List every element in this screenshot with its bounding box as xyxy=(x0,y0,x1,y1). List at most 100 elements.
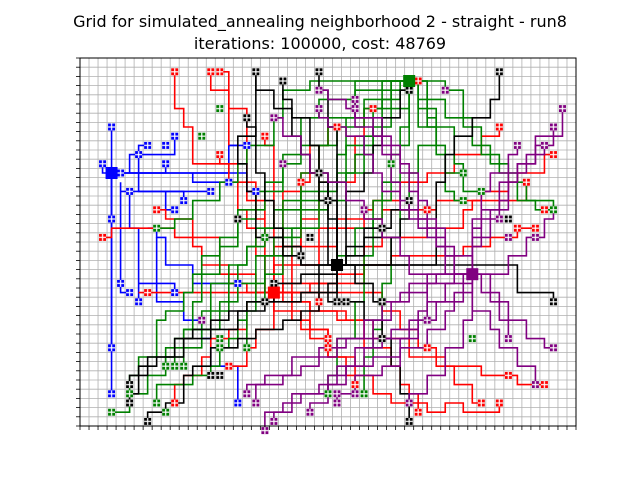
pin-notch-h xyxy=(459,199,467,202)
pin-notch-h xyxy=(495,402,503,404)
pin-notch-h xyxy=(351,107,359,110)
net-purple-94 xyxy=(264,274,474,431)
pin-notch-h xyxy=(495,218,503,220)
pin-notch-h xyxy=(261,429,269,432)
pin-notch-h xyxy=(414,80,422,82)
pin-notch-h xyxy=(162,365,170,367)
net-purple-82 xyxy=(471,274,537,385)
pin-notch-h xyxy=(252,190,260,193)
net-black-63 xyxy=(128,264,338,385)
net-purple-96 xyxy=(354,99,473,276)
pin-notch-h xyxy=(513,144,521,147)
net-purple-90 xyxy=(471,108,564,275)
pin-notch-h xyxy=(423,347,431,349)
net-black-64 xyxy=(128,265,338,403)
pin-notch-h xyxy=(198,319,206,321)
pin-notch-h xyxy=(126,402,134,404)
pin-notch-h xyxy=(99,236,107,239)
net-purple-86 xyxy=(408,274,474,403)
pin-notch-h xyxy=(270,117,278,119)
pin-notch-h xyxy=(342,301,350,303)
pin-notch-h xyxy=(495,126,503,128)
pin-notch-h xyxy=(216,153,224,156)
pin-notch-h xyxy=(405,199,413,202)
purple-hub xyxy=(466,268,479,281)
pin-notch-h xyxy=(306,236,314,239)
pin-notch-h xyxy=(333,402,341,404)
pin-notch-h xyxy=(126,383,134,386)
pin-notch-h xyxy=(270,420,278,423)
pin-notch-h xyxy=(405,89,413,91)
pin-notch-h xyxy=(261,135,269,137)
pin-notch-h xyxy=(216,347,224,349)
black-hub xyxy=(331,259,344,271)
pin-notch-h xyxy=(531,227,539,229)
pin-notch-h xyxy=(540,144,548,147)
pin-notch-h xyxy=(513,227,521,229)
pin-notch-h xyxy=(216,374,224,377)
net-red-37 xyxy=(173,71,266,219)
pin-notch-h xyxy=(216,107,224,110)
red-hub xyxy=(267,286,280,299)
pin-notch-h xyxy=(171,135,179,137)
pin-notch-h xyxy=(477,402,485,404)
pin-notch-h xyxy=(477,190,485,193)
pin-notch-h xyxy=(405,420,413,423)
pin-notch-h xyxy=(378,301,386,303)
pin-notch-h xyxy=(207,190,215,193)
pin-notch-h xyxy=(144,291,152,294)
pin-notch-h xyxy=(504,337,512,340)
pin-notch-h xyxy=(153,227,161,229)
net-pins xyxy=(99,68,566,435)
pin-notch-h xyxy=(468,337,476,340)
pin-notch-h xyxy=(414,411,422,413)
pin-notch-h xyxy=(351,383,359,386)
net-purple-83 xyxy=(472,273,554,349)
pin-notch-h xyxy=(297,181,305,183)
net-green-44 xyxy=(111,80,410,414)
green-hub xyxy=(403,75,416,87)
net-green-58 xyxy=(409,80,464,202)
pin-notch-h xyxy=(324,199,332,202)
pin-notch-h xyxy=(171,365,179,367)
pin-notch-h xyxy=(108,393,116,395)
pin-notch-h xyxy=(324,337,332,340)
pin-notch-h xyxy=(549,209,557,211)
pin-notch-h xyxy=(531,383,539,386)
pin-notch-h xyxy=(171,209,179,211)
pin-notch-h xyxy=(261,236,269,239)
pin-notch-h xyxy=(153,209,161,211)
pin-notch-h xyxy=(243,144,251,147)
pin-notch-h xyxy=(171,71,179,73)
pin-notch-h xyxy=(126,291,134,294)
pin-notch-h xyxy=(126,393,134,395)
pin-notch-h xyxy=(459,172,467,174)
net-purple-78 xyxy=(471,145,546,275)
pin-notch-h xyxy=(324,393,332,395)
pin-notch-h xyxy=(117,172,125,174)
pin-notch-h xyxy=(333,393,341,395)
pin-notch-h xyxy=(351,393,359,395)
pin-notch-h xyxy=(171,402,179,404)
pin-notch-h xyxy=(504,236,512,239)
net-purple-79 xyxy=(273,117,473,276)
pin-notch-h xyxy=(297,255,305,257)
pin-notch-h xyxy=(333,126,341,128)
net-purple-95 xyxy=(471,145,519,275)
pin-notch-h xyxy=(441,89,449,91)
net-black-61 xyxy=(337,264,555,302)
pin-notch-h xyxy=(522,181,530,183)
pin-notch-h xyxy=(171,291,179,294)
pin-notch-h xyxy=(360,209,368,211)
pin-notch-h xyxy=(387,163,395,165)
pin-notch-h xyxy=(423,209,431,211)
plot-frame xyxy=(79,57,577,427)
pin-notch-h xyxy=(540,209,548,211)
pin-notch-h xyxy=(558,107,566,110)
pin-notch-h xyxy=(549,301,557,303)
pin-notch-h xyxy=(360,393,368,395)
net-red-29 xyxy=(102,227,274,294)
pin-notch-h xyxy=(324,347,332,349)
pin-notch-h xyxy=(378,227,386,229)
